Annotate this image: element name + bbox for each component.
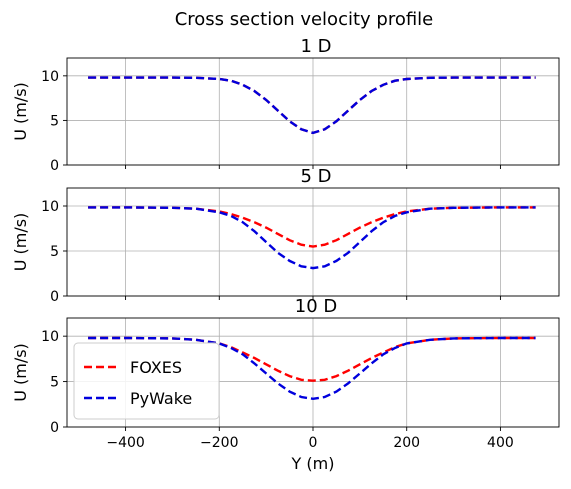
y-axis-label: U (m/s) <box>11 82 30 141</box>
y-tick-label: 5 <box>50 375 59 391</box>
series-line-pywake <box>88 206 536 270</box>
y-tick-label: 10 <box>41 199 59 215</box>
y-tick-label: 5 <box>50 244 59 260</box>
legend-label-foxes: FOXES <box>130 358 182 377</box>
legend-box <box>73 342 220 420</box>
subplot-title: 1 D <box>300 36 331 57</box>
x-tick-label: 0 <box>309 435 318 451</box>
subplot-title: 10 D <box>295 296 338 317</box>
series-line-foxes <box>88 206 536 248</box>
y-tick-label: 5 <box>50 113 59 129</box>
y-tick-label: 0 <box>50 420 59 436</box>
subplots: 0 5 10 1 D U (m/s) 0 5 10 5 D U (m/s) −400 −200 0 200… <box>11 36 560 473</box>
y-tick-label: 0 <box>50 158 59 174</box>
y-tick-label: 0 <box>50 289 59 305</box>
series-line-foxes <box>88 76 536 135</box>
x-tick-label: 400 <box>487 435 514 451</box>
subplot-1: 0 5 10 1 D U (m/s) <box>11 36 560 174</box>
series-line-pywake <box>88 336 536 401</box>
legend-label-pywake: PyWake <box>130 389 192 408</box>
legend: FOXES PyWake <box>73 342 220 420</box>
y-tick-label: 10 <box>41 69 59 85</box>
y-axis-label: U (m/s) <box>11 343 30 402</box>
subplot-title: 5 D <box>300 166 331 187</box>
x-tick-label: −200 <box>200 435 238 451</box>
series-line-pywake <box>88 76 536 135</box>
y-axis-label: U (m/s) <box>11 213 30 272</box>
subplot-2: 0 5 10 5 D U (m/s) <box>11 166 560 305</box>
y-tick-label: 10 <box>41 329 59 345</box>
series-line-foxes <box>88 336 536 382</box>
x-tick-label: 200 <box>393 435 420 451</box>
subplot-3: −400 −200 0 200 400 0 5 10 10 D U (m/s) Y (m) FOXES… <box>11 296 560 473</box>
figure-title: Cross section velocity profile <box>175 9 434 30</box>
x-tick-label: −400 <box>106 435 144 451</box>
x-axis-label: Y (m) <box>291 454 335 473</box>
